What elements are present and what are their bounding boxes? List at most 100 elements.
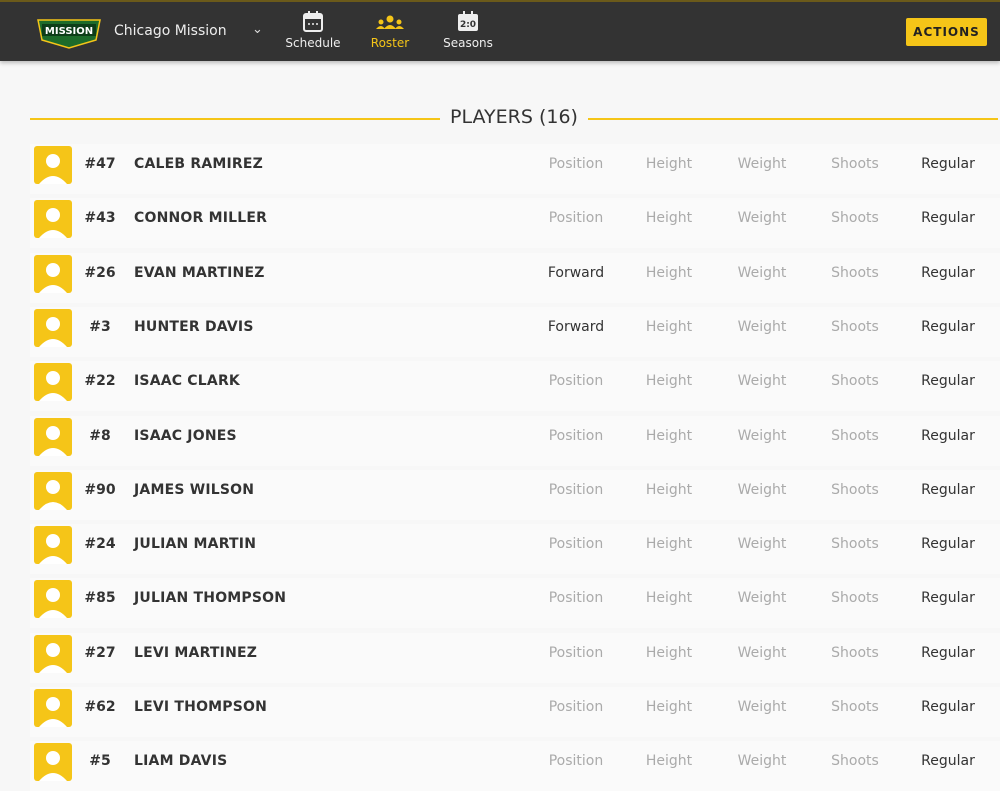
player-weight[interactable]: Weight [737,753,787,770]
player-number: #8 [89,427,111,444]
player-height[interactable]: Height [645,536,693,553]
player-position[interactable]: Position [548,753,604,770]
player-status[interactable]: Regular [921,264,975,281]
player-status[interactable]: Regular [921,644,975,661]
player-position[interactable]: Position [548,481,604,498]
actions-button[interactable]: ACTIONS [906,18,987,46]
player-position[interactable]: Position [548,644,604,661]
player-weight[interactable]: Weight [737,318,787,335]
player-height[interactable]: Height [645,210,693,227]
player-status[interactable]: Regular [921,427,975,444]
player-height[interactable]: Height [645,590,693,607]
player-position[interactable]: Position [548,210,604,227]
player-weight[interactable]: Weight [737,536,787,553]
player-height[interactable]: Height [645,427,693,444]
player-row[interactable]: #26 EVAN MARTINEZ Forward Height Weight Shoo… [30,252,1000,303]
nav-schedule[interactable]: Schedule [278,10,348,50]
player-weight[interactable]: Weight [737,210,787,227]
player-weight[interactable]: Weight [737,264,787,281]
player-shoots[interactable]: Shoots [831,210,879,227]
team-logo: MISSION [37,19,101,49]
player-name[interactable]: LEVI MARTINEZ [134,644,258,661]
player-number: #62 [84,699,116,715]
player-shoots[interactable]: Shoots [831,590,879,607]
player-status[interactable]: Regular [921,536,975,553]
player-position[interactable]: Position [548,156,604,172]
player-shoots[interactable]: Shoots [831,753,879,770]
nav-seasons[interactable]: 2:0 Seasons [433,10,503,50]
player-position[interactable]: Position [548,590,604,607]
avatar-icon [34,308,72,347]
player-height[interactable]: Height [645,481,693,498]
player-row[interactable]: #27 LEVI MARTINEZ Position Height Weight Sho… [30,632,1000,683]
player-shoots[interactable]: Shoots [831,644,879,661]
player-name[interactable]: JULIAN MARTIN [134,536,257,553]
player-status[interactable]: Regular [921,210,975,227]
player-name[interactable]: LEVI THOMPSON [134,699,268,715]
player-name[interactable]: CALEB RAMIREZ [134,156,263,172]
player-height[interactable]: Height [645,644,693,661]
player-name[interactable]: HUNTER DAVIS [134,318,254,335]
player-height[interactable]: Height [645,699,693,715]
scoreboard-icon: 2:0 [458,11,478,31]
player-shoots[interactable]: Shoots [831,536,879,553]
player-shoots[interactable]: Shoots [831,264,879,281]
player-name[interactable]: ISAAC CLARK [134,373,240,390]
player-row[interactable]: #62 LEVI THOMPSON Position Height Weight Sho… [30,687,1000,737]
player-weight[interactable]: Weight [737,590,787,607]
player-shoots[interactable]: Shoots [831,156,879,172]
player-position[interactable]: Forward [547,318,605,335]
player-row[interactable]: #5 LIAM DAVIS Position Height Weight Shoots R… [30,741,1000,791]
avatar-icon [34,254,72,293]
player-height[interactable]: Height [645,318,693,335]
player-height[interactable]: Height [645,264,693,281]
player-height[interactable]: Height [645,753,693,770]
player-status[interactable]: Regular [921,318,975,335]
player-height[interactable]: Height [645,156,693,172]
chevron-down-icon[interactable]: ⌄ [252,22,263,37]
player-name[interactable]: LIAM DAVIS [134,753,228,770]
player-name[interactable]: EVAN MARTINEZ [134,264,265,281]
player-status[interactable]: Regular [921,590,975,607]
player-weight[interactable]: Weight [737,156,787,172]
player-status[interactable]: Regular [921,156,975,172]
player-status[interactable]: Regular [921,373,975,390]
player-number: #5 [89,753,111,770]
avatar-icon [34,363,72,402]
player-row[interactable]: #8 ISAAC JONES Position Height Weight Shoots… [30,415,1000,466]
player-name[interactable]: JULIAN THOMPSON [134,590,287,607]
player-row[interactable]: #3 HUNTER DAVIS Forward Height Weight Shoots… [30,306,1000,357]
player-status[interactable]: Regular [921,753,975,770]
player-weight[interactable]: Weight [737,481,787,498]
player-shoots[interactable]: Shoots [831,373,879,390]
player-position[interactable]: Position [548,536,604,553]
player-position[interactable]: Forward [547,264,605,281]
nav-roster[interactable]: Roster [355,10,425,50]
player-position[interactable]: Position [548,699,604,715]
player-name[interactable]: JAMES WILSON [134,481,255,498]
player-shoots[interactable]: Shoots [831,318,879,335]
player-weight[interactable]: Weight [737,427,787,444]
player-height[interactable]: Height [645,373,693,390]
player-status[interactable]: Regular [921,699,975,715]
player-row[interactable]: #47 CALEB RAMIREZ Position Height Weight Sho… [30,144,1000,194]
player-status[interactable]: Regular [921,481,975,498]
player-row[interactable]: #90 JAMES WILSON Position Height Weight Shoo… [30,469,1000,520]
player-row[interactable]: #85 JULIAN THOMPSON Position Height Weight S… [30,578,1000,629]
player-position[interactable]: Position [548,427,604,444]
player-shoots[interactable]: Shoots [831,699,879,715]
player-row[interactable]: #22 ISAAC CLARK Position Height Weight Shoot… [30,361,1000,412]
player-name[interactable]: CONNOR MILLER [134,210,268,227]
player-weight[interactable]: Weight [737,699,787,715]
player-name[interactable]: ISAAC JONES [134,427,237,444]
player-position[interactable]: Position [548,373,604,390]
player-shoots[interactable]: Shoots [831,481,879,498]
avatar-icon [34,200,72,239]
player-row[interactable]: #24 JULIAN MARTIN Position Height Weight Sho… [30,524,1000,575]
player-shoots[interactable]: Shoots [831,427,879,444]
player-weight[interactable]: Weight [737,373,787,390]
player-row[interactable]: #43 CONNOR MILLER Position Height Weight Sho… [30,198,1000,249]
player-weight[interactable]: Weight [737,644,787,661]
player-number: #3 [89,318,111,335]
team-selector[interactable]: Chicago Mission [114,23,227,39]
